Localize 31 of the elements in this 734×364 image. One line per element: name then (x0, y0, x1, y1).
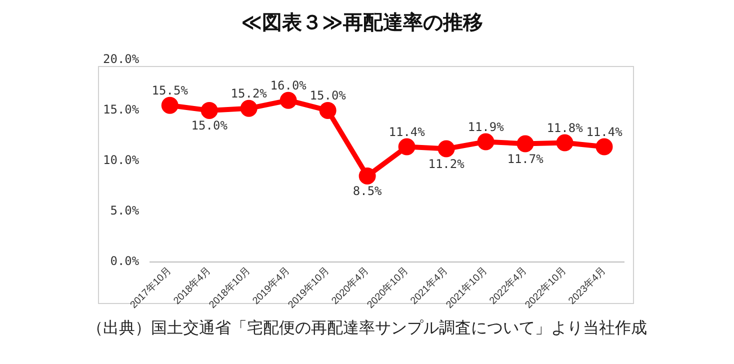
point (319, 102, 336, 119)
data-label: 15.0% (310, 88, 347, 103)
point (161, 96, 178, 114)
point (438, 140, 455, 158)
point (280, 92, 297, 109)
data-label: 15.0% (191, 118, 228, 133)
data-label: 11.4% (388, 124, 426, 139)
point (200, 102, 218, 119)
point (398, 138, 416, 156)
data-label: 11.7% (507, 152, 544, 166)
y-tick-label: 5.0% (110, 203, 140, 218)
data-label: 11.9% (468, 120, 505, 134)
point (477, 133, 494, 150)
data-label: 11.8% (546, 120, 584, 135)
y-tick-label: 0.0% (110, 254, 140, 268)
y-tick-label: 20.0% (103, 52, 140, 66)
y-tick-label: 15.0% (103, 102, 140, 117)
point (516, 135, 534, 152)
data-label: 16.0% (270, 78, 308, 92)
chart-title: ≪図表３≫再配達率の推移 (241, 10, 483, 34)
y-tick-label: 10.0% (103, 153, 140, 168)
data-label: 11.2% (428, 156, 466, 171)
data-label: 11.4% (586, 124, 624, 139)
point (596, 138, 613, 156)
point (240, 100, 258, 117)
data-label: 15.5% (152, 84, 189, 98)
text: （出典）国土交通省「宅配便の再配達率サンプル調査について」より当社作成 (86, 318, 648, 339)
point (556, 134, 574, 152)
data-label: 15.2% (230, 86, 268, 101)
point (358, 168, 376, 185)
data-label: 8.5% (352, 184, 383, 198)
